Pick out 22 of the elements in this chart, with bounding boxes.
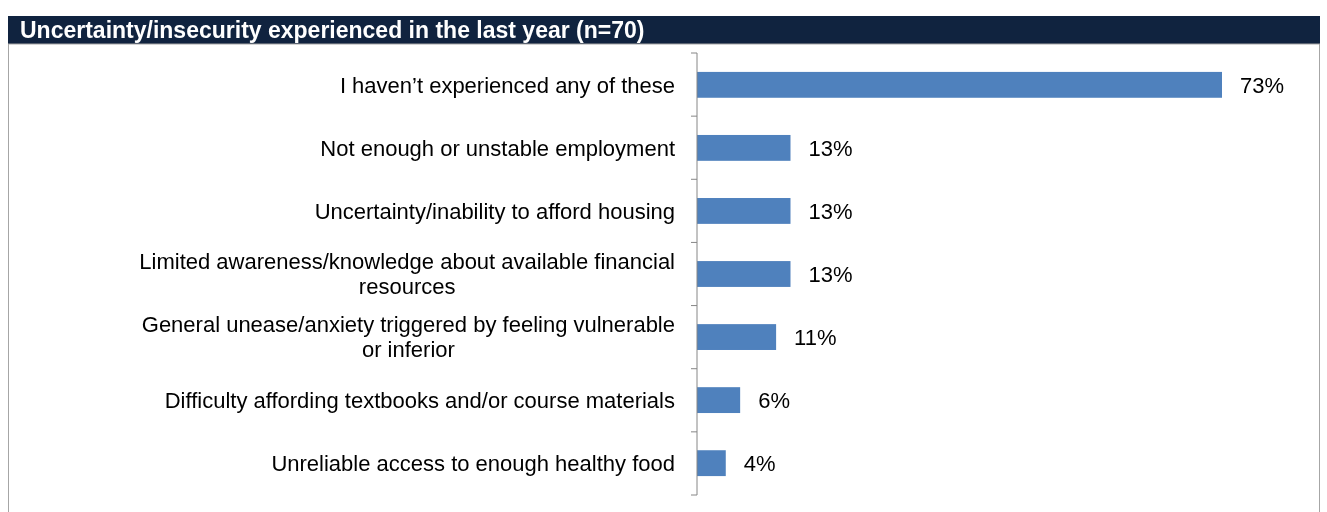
y-tick-label: Uncertainty/inability to afford housing (314, 198, 675, 224)
data-label: 13% (808, 135, 853, 161)
bar (697, 198, 791, 224)
y-tick-label: Unreliable access to enough healthy food (271, 450, 675, 476)
bar (697, 387, 741, 414)
data-label: 73% (1240, 72, 1285, 98)
data-label: 4% (743, 450, 776, 476)
y-tick-label: Difficulty affording textbooks and/or course materials (164, 387, 676, 413)
bar (697, 261, 791, 287)
y-tick-label: I haven’t experienced any of these (339, 72, 676, 98)
bar (697, 134, 791, 161)
data-label: 6% (758, 387, 790, 413)
bar (697, 324, 777, 350)
bar (697, 71, 1222, 98)
data-label: 13% (808, 198, 853, 224)
y-tick-label: Not enough or unstable employment (320, 135, 675, 161)
bar (697, 450, 726, 477)
data-label: 13% (808, 261, 853, 287)
text: Uncertainty/insecurity experienced in the last year (n=70) (20, 17, 645, 44)
data-label: 11% (794, 324, 837, 350)
y-tick-label: General unease/anxiety triggered by feeling vulnerable or inferior (141, 312, 675, 363)
y-tick-label: Limited awareness/knowledge about available financial resources (139, 249, 675, 300)
